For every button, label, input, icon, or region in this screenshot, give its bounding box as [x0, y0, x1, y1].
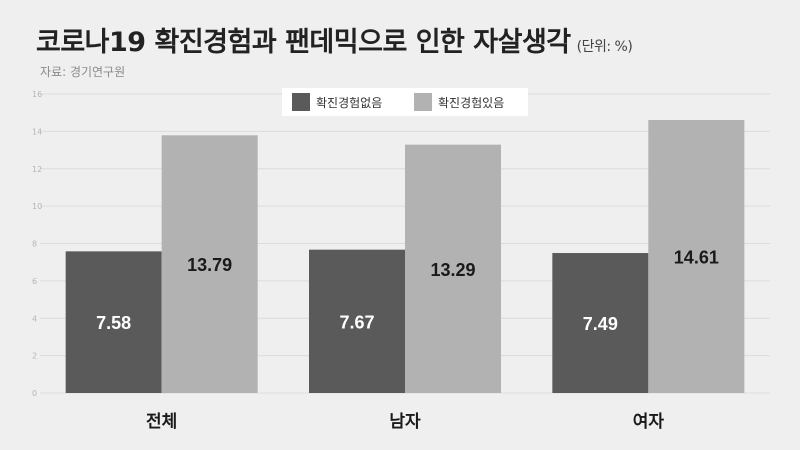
- bar-infected: [161, 135, 258, 393]
- y-tick-label: 8: [32, 240, 37, 249]
- y-axis-ticks: 0 2 4 6 8 10 12 14 16: [32, 90, 42, 398]
- y-tick-label: 10: [32, 202, 42, 211]
- legend-label: 확진경험있음: [438, 96, 504, 110]
- y-tick-label: 4: [32, 314, 37, 323]
- source-note: 자료: 경기연구원: [40, 65, 126, 79]
- legend-swatch: [414, 93, 432, 111]
- y-tick-label: 16: [32, 90, 42, 99]
- bar-no-infection: [65, 251, 162, 393]
- data-labels: 7.58 13.79 7.67 13.29 7.49 14.61: [96, 247, 719, 334]
- bar-no-infection: [309, 249, 405, 393]
- x-tick-label: 여자: [633, 412, 665, 432]
- bar-no-infection: [552, 253, 649, 393]
- data-label: 7.58: [96, 313, 131, 333]
- y-tick-label: 0: [32, 389, 37, 398]
- data-label: 13.79: [187, 255, 232, 275]
- y-tick-label: 6: [32, 277, 37, 286]
- bar-infected: [405, 144, 501, 393]
- data-label: 7.67: [339, 312, 374, 332]
- data-label: 14.61: [674, 247, 719, 267]
- x-tick-label: 전체: [146, 412, 177, 432]
- legend-swatch: [292, 93, 310, 111]
- chart-title-text: 코로나19 확진경험과 팬데믹으로 인한 자살생각: [36, 27, 571, 58]
- y-tick-label: 12: [32, 165, 42, 174]
- legend-box: [282, 88, 528, 116]
- bar-infected: [648, 119, 745, 394]
- y-tick-label: 2: [32, 352, 37, 361]
- chart-title: 코로나19 확진경험과 팬데믹으로 인한 자살생각 (단위: %): [36, 20, 633, 59]
- data-label: 13.29: [430, 260, 475, 280]
- bars: [65, 119, 745, 394]
- y-tick-label: 14: [32, 127, 42, 136]
- legend-label: 확진경험없음: [316, 96, 382, 110]
- data-label: 7.49: [583, 314, 618, 334]
- x-tick-label: 남자: [389, 412, 421, 432]
- unit-label: (단위: %): [576, 39, 633, 55]
- x-axis-ticks: 전체 남자 여자: [146, 412, 664, 432]
- legend: 확진경험없음 확진경험있음: [282, 88, 528, 116]
